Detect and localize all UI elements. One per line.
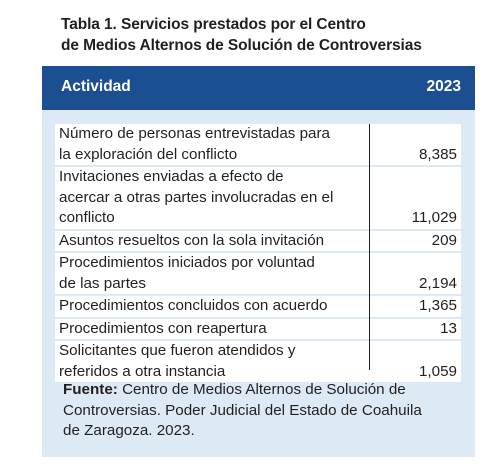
table-row: Solicitantes que fueron atendidos y refer… [55,341,461,382]
activity-label-line: Solicitantes que fueron atendidos y [59,342,296,359]
activity-label: Asuntos resueltos con la sola invitación [55,231,359,252]
title-line-2: de Medios Alternos de Solución de Contro… [61,37,422,54]
activity-label-line: referidos a otra instancia [59,362,226,380]
table-row: Procedimientos concluidos con acuerdo 1,3… [55,296,461,317]
activity-value: 2,194 [418,274,457,292]
activity-label-line: Procedimientos concluidos con acuerdo [59,297,328,314]
source-line-2: Controversias. Poder Judicial del Estado… [63,401,422,419]
source-label: Fuente: [63,381,118,398]
activity-label-line: Invitaciones enviadas a efecto de [59,168,284,185]
activity-value: 209 [431,231,457,249]
activity-label: Procedimientos concluidos con acuerdo [55,296,359,317]
activity-label-line: Número de personas entrevistadas para [59,125,330,142]
table-title: Tabla 1. Servicios prestados por el Cent… [61,14,481,56]
column-divider [369,124,371,370]
activity-label-line: acercar a otras partes involucradas en e… [59,188,334,206]
table-row: Asuntos resueltos con la sola invitación… [55,230,461,252]
table-row: Número de personas entrevistadas para la … [55,124,461,165]
activity-label: Número de personas entrevistadas para la … [55,124,359,165]
activity-value: 8,385 [418,145,457,163]
activity-label: Procedimientos iniciados por voluntad de … [55,253,359,294]
activity-label-line: conflicto [59,209,115,226]
table-header: Actividad 2023 [42,66,475,110]
table-row: Invitaciones enviadas a efecto de acercar… [55,167,461,229]
activity-label-line: Procedimientos iniciados por voluntad [59,254,315,271]
activity-label-line: Procedimientos con reapertura [59,319,267,337]
header-activity: Actividad [61,78,131,95]
activity-value: 1,059 [418,362,457,380]
table-row: Procedimientos iniciados por voluntad de … [55,253,461,294]
activity-label: Procedimientos con reapertura [55,319,359,340]
activity-label-line: la exploración del conflicto [59,145,238,163]
activity-label-line: Asuntos resueltos con la sola invitación [59,231,325,249]
source-line-3: de Zaragoza. 2023. [63,422,195,439]
source-note: Fuente: Centro de Medios Alternos de Sol… [63,380,463,442]
source-line-1: Centro de Medios Alternos de Solución de [117,381,406,398]
activity-label-line: de las partes [59,274,146,292]
title-line-1: Tabla 1. Servicios prestados por el Cent… [61,16,366,33]
activity-label: Solicitantes que fueron atendidos y refer… [55,341,359,382]
activity-label: Invitaciones enviadas a efecto de acercar… [55,167,359,229]
table-row: Procedimientos con reapertura 13 [55,318,461,340]
table-body: Número de personas entrevistadas para la … [55,124,461,384]
activity-value: 11,029 [411,209,457,226]
activity-value: 1,365 [418,297,457,314]
header-year: 2023 [426,78,461,95]
activity-value: 13 [440,319,457,337]
